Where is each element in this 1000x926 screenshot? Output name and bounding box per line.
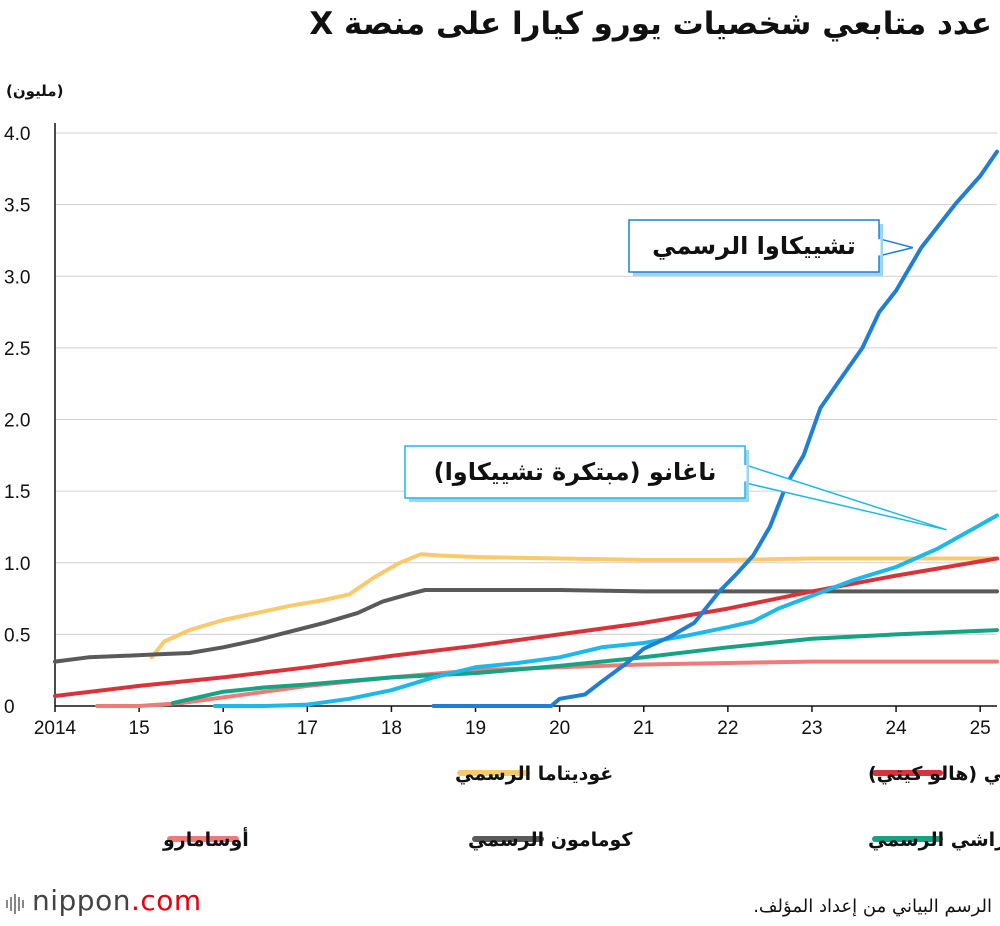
- legend-label: أوسامارو: [162, 827, 249, 851]
- nippon-logo: nippon.com: [6, 884, 202, 919]
- y-tick-label: 2.5: [4, 339, 30, 360]
- series-line-chiikawa: [431, 149, 999, 708]
- x-tick-label: 18: [381, 718, 402, 739]
- legend-label: غوديتاما الرسمي: [455, 763, 613, 785]
- x-tick-label: 15: [129, 718, 150, 739]
- x-tick-label: 24: [886, 718, 908, 739]
- x-tick-label: 20: [549, 718, 570, 739]
- y-tick-label: 3.5: [4, 196, 30, 217]
- x-tick-label: 17: [297, 718, 318, 739]
- y-axis-unit-label: (مليون): [6, 82, 64, 100]
- callouts: تشييكاوا الرسمي ناغانو (مبتكرة تشييكاوا): [404, 219, 947, 531]
- logo-bars-icon: [6, 886, 26, 919]
- y-tick-label: 0: [4, 697, 15, 718]
- y-tick-label: 1.5: [4, 482, 30, 503]
- x-tick-label: 16: [213, 718, 234, 739]
- logo-domain: .com: [130, 884, 202, 917]
- y-tick-label: 3.0: [4, 267, 30, 288]
- legend-item-gudetama: غوديتاما الرسمي: [455, 763, 613, 785]
- legend-label: سوميكّو غوراشي الرسمي: [868, 827, 1000, 851]
- callout-box: [404, 445, 746, 499]
- axes: 0 0.5 1.0 1.5 2.0 2.5 3.0 3.5 4.0 2014 15 16 17 18 19 2…: [4, 123, 997, 739]
- logo-name: nippon: [32, 884, 131, 917]
- legend-label: سانريو الرسمي (هالو كيتي): [868, 763, 1000, 785]
- y-tick-label: 4.0: [4, 124, 30, 145]
- x-tick-label: 22: [717, 718, 738, 739]
- legend: غوديتاما الرسمي سانريو الرسمي (هالو كيتي)…: [162, 763, 1000, 851]
- legend-item-kuromi: كومامون الرسمي: [468, 829, 633, 851]
- gridlines: [55, 132, 997, 635]
- source-note: الرسم البياني من إعداد المؤلف.: [753, 896, 992, 917]
- x-tick-label: 2014: [34, 718, 77, 739]
- callout-box: [628, 219, 880, 273]
- legend-item-osamaru: أوسامارو: [162, 827, 249, 851]
- y-tick-label: 2.0: [4, 411, 30, 432]
- callout-label: تشييكاوا الرسمي: [652, 232, 856, 260]
- x-tick-label: 21: [633, 718, 654, 739]
- series-lines: [53, 149, 999, 708]
- x-tick-label: 23: [801, 718, 822, 739]
- y-tick-label: 1.0: [4, 554, 30, 575]
- series-line-gudetama: [149, 552, 999, 660]
- series-line-kuromi: [53, 588, 999, 664]
- callout-label: ناغانو (مبتكرة تشييكاوا): [434, 458, 717, 486]
- legend-item-sumikko: سوميكّو غوراشي الرسمي: [868, 827, 1000, 851]
- series-line-nagano: [212, 513, 999, 708]
- series-line-sumikko: [170, 628, 999, 706]
- callout-chiikawa: تشييكاوا الرسمي: [628, 219, 914, 276]
- chart-title: عدد متابعي شخصيات يورو كيارا على منصة X: [309, 6, 992, 42]
- legend-label: كومامون الرسمي: [468, 829, 633, 851]
- x-tick-label: 25: [970, 718, 991, 739]
- x-tick-label: 19: [465, 718, 486, 739]
- legend-item-sanrio: سانريو الرسمي (هالو كيتي): [868, 763, 1000, 785]
- y-tick-label: 0.5: [4, 625, 30, 646]
- callout-nagano: ناغانو (مبتكرة تشييكاوا): [404, 445, 947, 531]
